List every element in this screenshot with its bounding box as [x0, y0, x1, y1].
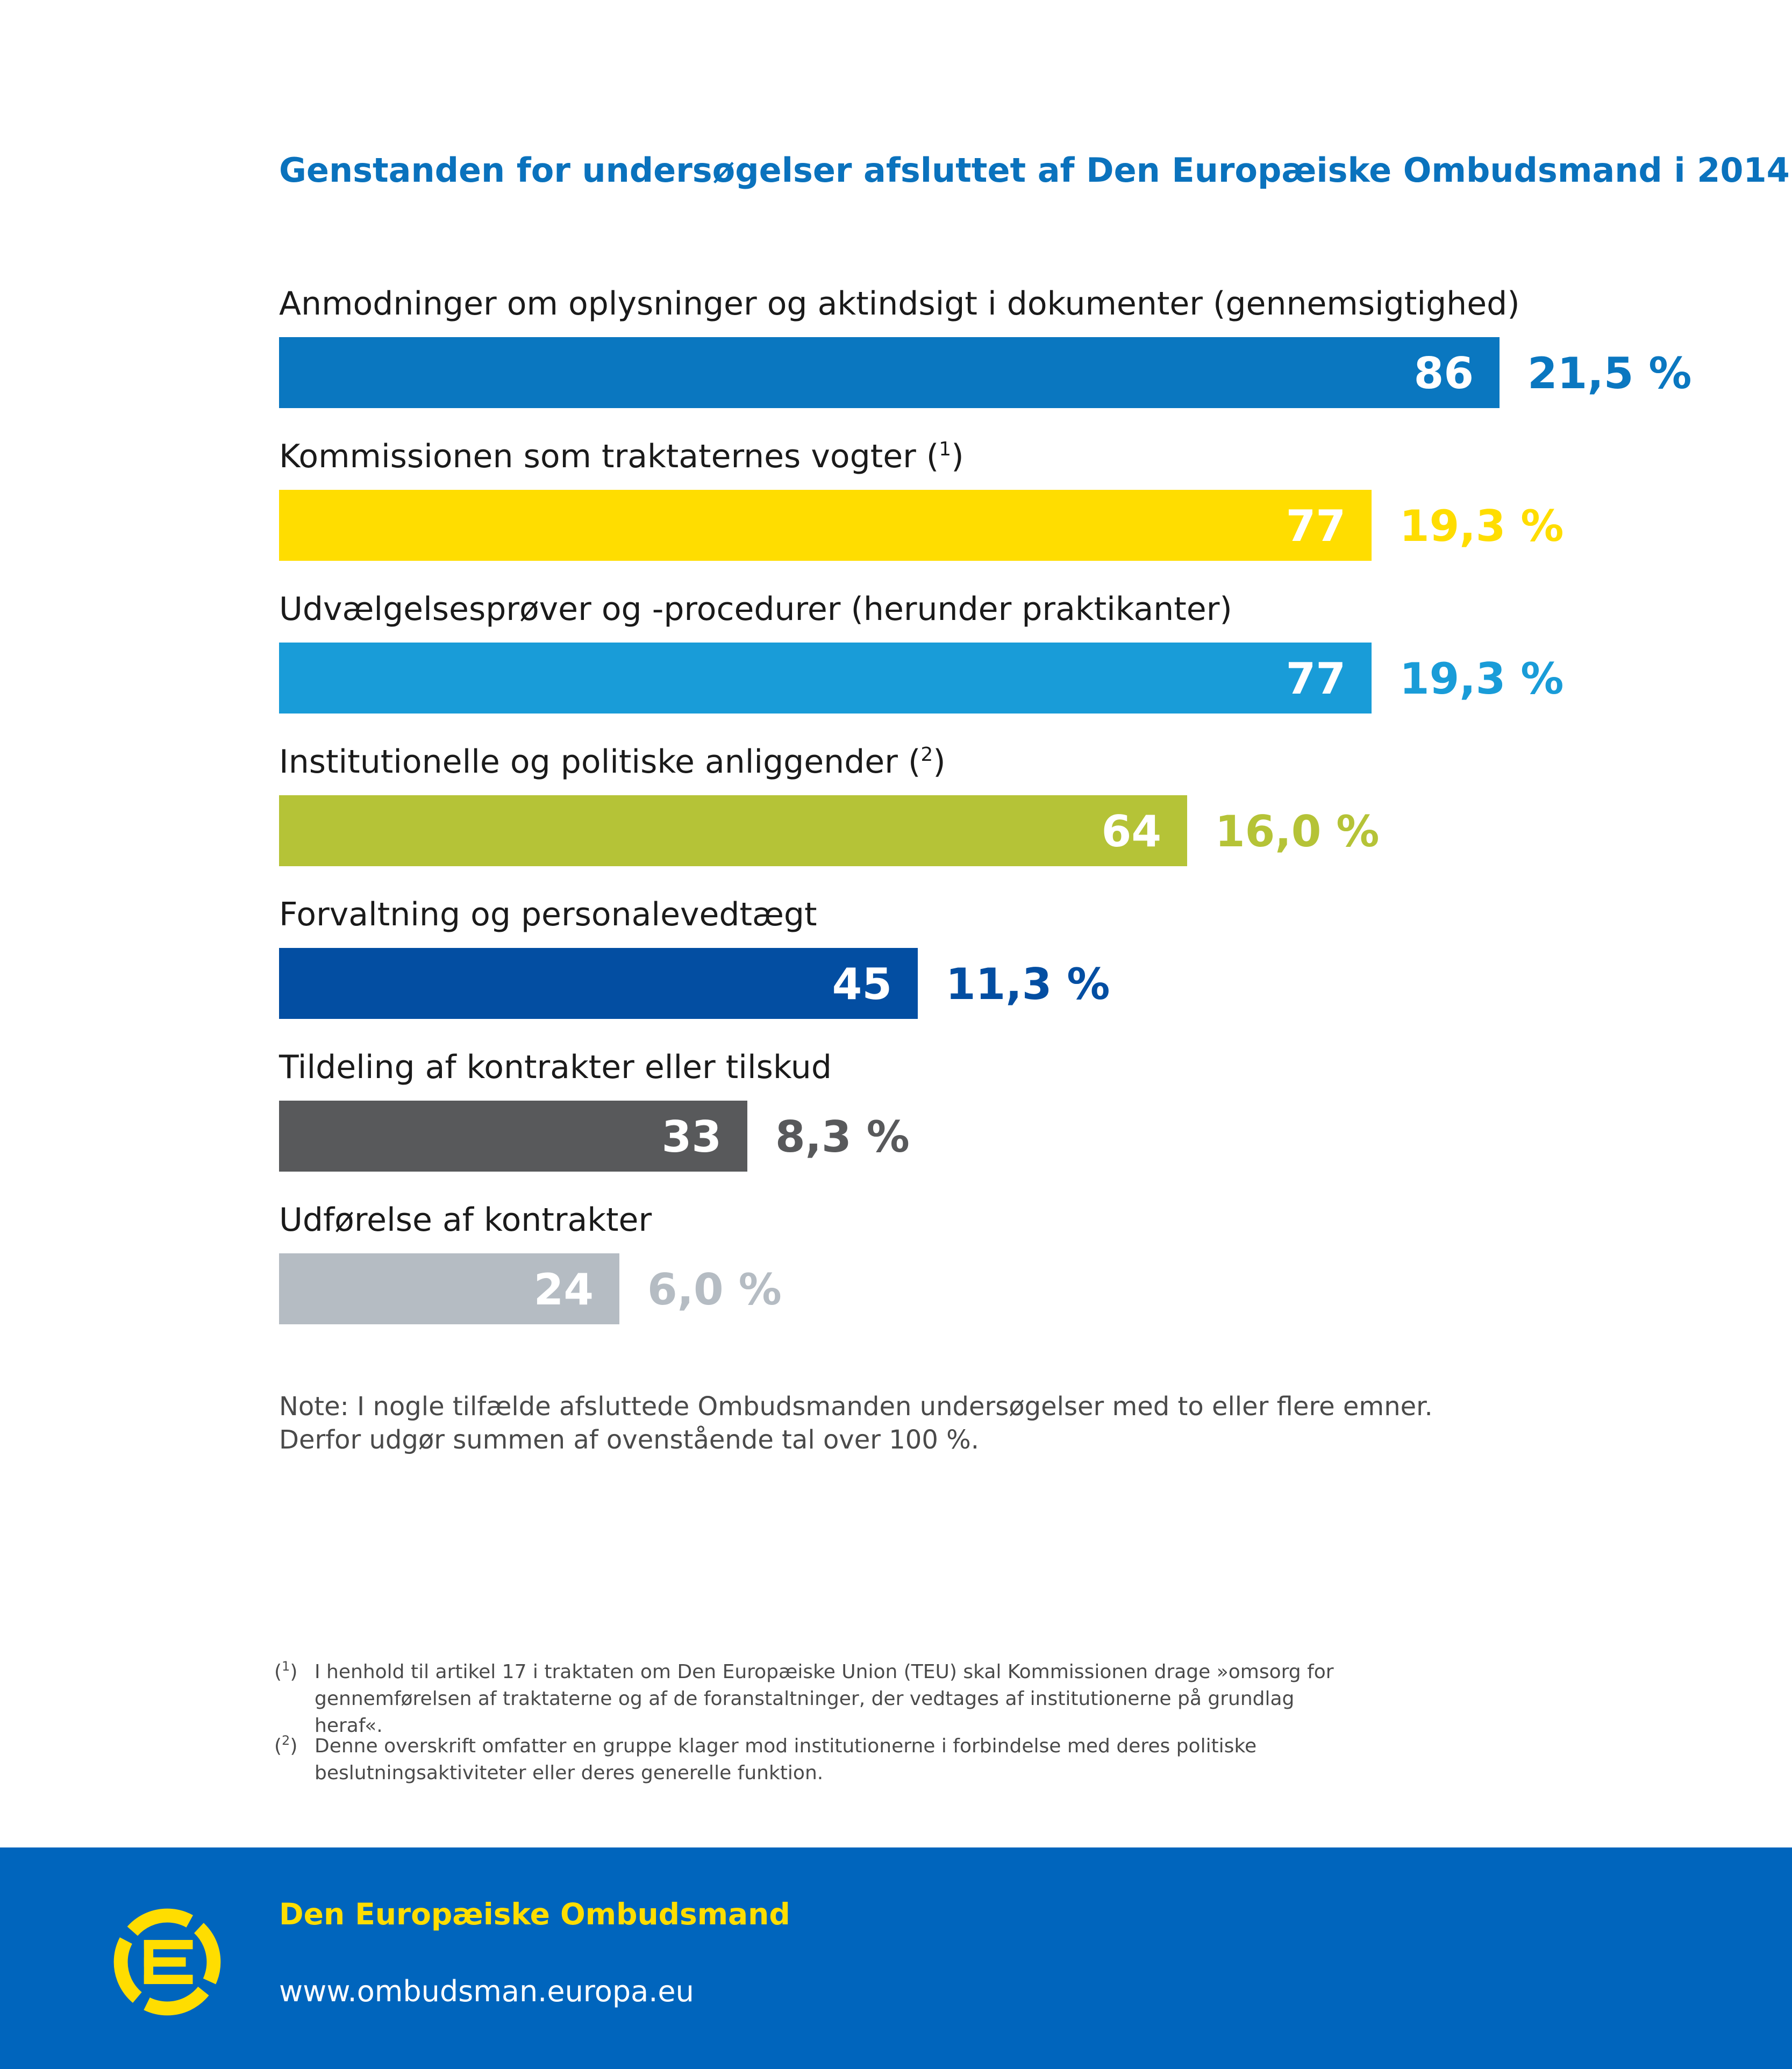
- bar: 24: [279, 1253, 619, 1324]
- category-label: Kommissionen som traktaternes vogter (1): [279, 438, 964, 475]
- bar-percent-label: 11,3 %: [946, 959, 1110, 1009]
- chart-note: Note: I nogle tilfælde afsluttede Ombuds…: [279, 1390, 1516, 1457]
- bar-percent-label: 21,5 %: [1527, 348, 1692, 398]
- footnote-1-marker: (1): [274, 1659, 298, 1683]
- bar: 45: [279, 948, 918, 1019]
- footnote-2: (2) Denne overskrift omfatter en gruppe …: [274, 1733, 1350, 1787]
- bar-value-label: 86: [1413, 348, 1474, 398]
- footnote-2-line-2: beslutningsaktiviteter eller deres gener…: [315, 1762, 824, 1784]
- bar: 77: [279, 490, 1372, 561]
- category-label: Tildeling af kontrakter eller tilskud: [279, 1048, 832, 1086]
- european-ombudsman-logo-icon: [113, 1908, 221, 2016]
- bar-value-label: 24: [533, 1265, 594, 1315]
- note-line-1: Note: I nogle tilfælde afsluttede Ombuds…: [279, 1392, 1433, 1422]
- footer-organization-name: Den Europæiske Ombudsmand: [279, 1897, 790, 1931]
- category-label: Forvaltning og personalevedtægt: [279, 896, 817, 933]
- bar: 77: [279, 643, 1372, 714]
- category-label: Anmodninger om oplysninger og aktindsigt…: [279, 285, 1520, 323]
- bar-percent-label: 16,0 %: [1215, 807, 1380, 857]
- category-label: Udførelse af kontrakter: [279, 1201, 652, 1239]
- category-label: Udvælgelsesprøver og -procedurer (herund…: [279, 590, 1232, 628]
- footnote-1-line-2: gennemførelsen af traktaterne og af de f…: [315, 1688, 1295, 1737]
- bar-percent-label: 8,3 %: [775, 1112, 910, 1162]
- footnote-2-marker: (2): [274, 1733, 298, 1757]
- bar: 64: [279, 795, 1187, 866]
- bar-value-label: 33: [661, 1112, 722, 1162]
- bar: 86: [279, 337, 1500, 408]
- footer: Den Europæiske Ombudsmand www.ombudsman.…: [0, 1847, 1792, 2069]
- bar-percent-label: 19,3 %: [1400, 654, 1564, 704]
- footnote-1: (1) I henhold til artikel 17 i traktaten…: [274, 1659, 1350, 1739]
- bar-value-label: 45: [832, 959, 892, 1009]
- footnote-2-line-1: Denne overskrift omfatter en gruppe klag…: [315, 1735, 1257, 1757]
- bar-percent-label: 6,0 %: [647, 1265, 782, 1315]
- category-label: Institutionelle og politiske anliggender…: [279, 743, 946, 781]
- bar-value-label: 77: [1286, 501, 1346, 551]
- footnote-1-line-1: I henhold til artikel 17 i traktaten om …: [315, 1661, 1334, 1683]
- chart-title: Genstanden for undersøgelser afsluttet a…: [279, 151, 1790, 190]
- bar-value-label: 64: [1101, 807, 1161, 857]
- bar: 33: [279, 1101, 747, 1172]
- bar-percent-label: 19,3 %: [1400, 501, 1564, 551]
- note-line-2: Derfor udgør summen af ovenstående tal o…: [279, 1425, 979, 1455]
- bar-chart: Anmodninger om oplysninger og aktindsigt…: [279, 285, 1692, 1324]
- bar-value-label: 77: [1286, 654, 1346, 704]
- footer-website-link[interactable]: www.ombudsman.europa.eu: [279, 1974, 694, 2008]
